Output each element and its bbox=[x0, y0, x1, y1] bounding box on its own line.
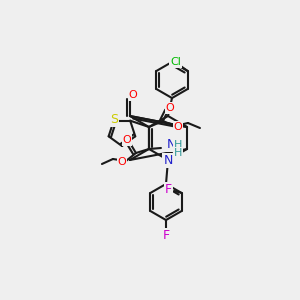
Text: O: O bbox=[123, 135, 131, 145]
Text: H: H bbox=[174, 140, 182, 150]
Text: O: O bbox=[118, 157, 126, 167]
Text: N: N bbox=[166, 139, 176, 152]
Text: O: O bbox=[166, 103, 174, 113]
Text: F: F bbox=[162, 229, 169, 242]
Text: N: N bbox=[163, 154, 173, 166]
Text: H: H bbox=[174, 148, 182, 158]
Text: F: F bbox=[165, 184, 172, 196]
Text: Cl: Cl bbox=[170, 57, 181, 67]
Text: O: O bbox=[174, 122, 182, 132]
Text: S: S bbox=[110, 113, 118, 126]
Text: O: O bbox=[128, 90, 137, 100]
